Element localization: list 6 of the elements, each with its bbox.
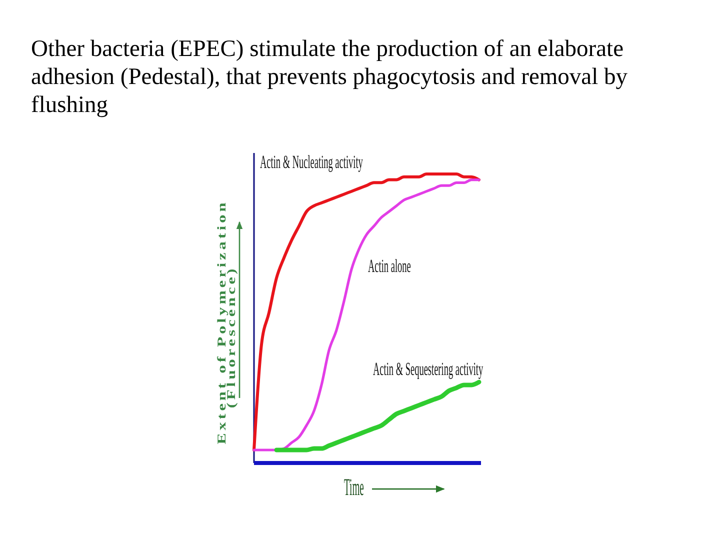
- series-label: Actin & Nucleating activity: [260, 152, 364, 174]
- series-label: Actin & Sequestering activity: [373, 360, 484, 380]
- x-axis-title: Time: [344, 474, 364, 500]
- series-label: Actin alone: [368, 256, 411, 278]
- chart-title: Other bacteria (EPEC) stimulate the production of an elaborate adhesion (Pedestal), that prevents phagocytosis and removal by flushing: [31, 34, 628, 118]
- y-axis-title: Extent of Polymerization (Fluorescence): [216, 200, 238, 444]
